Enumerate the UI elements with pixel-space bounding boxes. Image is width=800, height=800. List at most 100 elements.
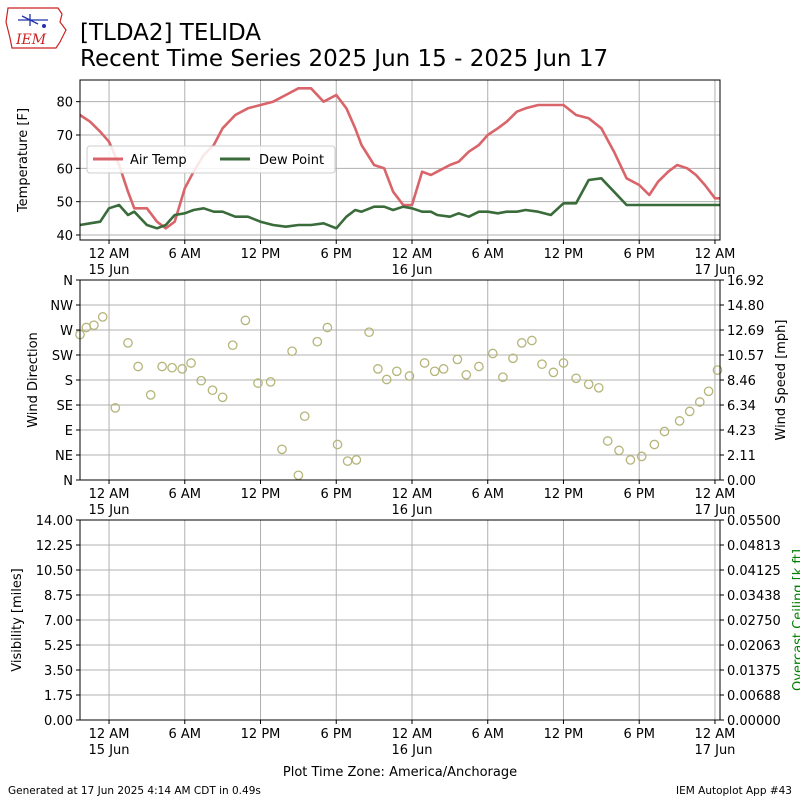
wind-direction-point (391, 366, 402, 377)
x-tick-label: 6 AM (471, 727, 504, 742)
wind-direction-point (342, 456, 353, 466)
visibility-axis-label: Visibility [miles] (10, 568, 25, 671)
x-tick-label: 6 PM (321, 247, 352, 262)
logo-dot-icon (42, 24, 46, 28)
wind-direction-point (508, 353, 518, 364)
wind-direction-point (157, 361, 167, 372)
visibility-tick-label: 7.00 (44, 614, 73, 629)
legend-air-temp-label: Air Temp (130, 153, 187, 168)
wind-direction-point (299, 411, 310, 422)
wind-direction-ticks: N NE E SE S SW W NW N (50, 274, 80, 489)
x-tick-label: 12 AM (695, 487, 736, 502)
y-tick-label: 70 (56, 129, 73, 144)
wind-direction-point (287, 346, 297, 357)
wind-direction-point (694, 397, 705, 407)
x-tick-date-label: 16 Jun (391, 503, 432, 518)
legend-box (86, 145, 336, 174)
x-tick-label: 6 AM (169, 487, 202, 502)
timezone-label: Plot Time Zone: America/Anchorage (283, 765, 517, 780)
wind-direction-point (322, 322, 333, 333)
ceiling-y-ticks: 0.00000 0.00688 0.01375 0.02063 0.02750 0.034… (720, 514, 781, 729)
wind-direction-point (498, 372, 508, 383)
x-tick-date-label: 17 Jun (694, 503, 735, 518)
ceiling-tick-label: 0.02750 (727, 614, 781, 629)
wind-direction-point (373, 364, 383, 374)
ceiling-tick-label: 0.04813 (727, 539, 781, 554)
speed-tick-label: 16.92 (727, 274, 764, 289)
wind-direction-point (89, 320, 99, 331)
wind-direction-point (461, 369, 472, 380)
wind-direction-point (97, 312, 108, 322)
x-tick-label: 12 AM (392, 487, 433, 502)
x-tick-label: 12 PM (241, 727, 281, 742)
app-footer: IEM Autoplot App #43 (676, 785, 792, 797)
x-tick-label: 12 PM (241, 247, 281, 262)
wind-direction-point (593, 382, 604, 393)
wind-direction-point (167, 362, 177, 373)
ceiling-tick-label: 0.04125 (727, 564, 781, 579)
ceiling-tick-label: 0.01375 (727, 664, 781, 679)
direction-tick-label: E (65, 424, 73, 439)
speed-tick-label: 14.80 (727, 299, 764, 314)
wind-direction-point (145, 390, 156, 400)
ceiling-tick-label: 0.02063 (727, 639, 781, 654)
wind-direction-point (217, 392, 228, 403)
visibility-y-ticks: 0.00 1.75 3.50 5.25 7.00 8.75 10.50 12.25 14.00 (36, 514, 80, 729)
ceiling-tick-label: 0.05500 (727, 514, 781, 529)
dew-point-line (79, 177, 720, 230)
chart-title-line2: Recent Time Series 2025 Jun 15 - 2025 Ju… (80, 46, 608, 72)
wind-direction-point (712, 365, 723, 375)
y-tick-label: 40 (56, 229, 73, 244)
visibility-tick-label: 3.50 (44, 664, 73, 679)
x-tick-label: 12 AM (392, 247, 433, 262)
logo-compass-icon (18, 14, 48, 26)
wind-direction-point (583, 379, 594, 390)
ceiling-tick-label: 0.00000 (727, 714, 781, 729)
y-tick-label: 60 (56, 162, 73, 177)
wind-panel: N NE E SE S SW W NW N 0.00 2.11 4.23 6.34 8.46 10.57 1… (26, 274, 789, 518)
wind-direction-point (703, 386, 714, 397)
wind-direction-point (123, 338, 133, 348)
wind-direction-point (614, 445, 624, 456)
temperature-legend[interactable]: Air Temp Dew Point (86, 145, 336, 174)
wind-direction-point (177, 364, 188, 374)
wind-direction-point (625, 455, 636, 465)
speed-tick-label: 0.00 (727, 474, 756, 489)
direction-tick-label: W (60, 324, 73, 339)
iem-logo[interactable]: IEM (5, 7, 67, 49)
wind-direction-point (474, 361, 484, 372)
x-tick-date-label: 17 Jun (694, 263, 735, 278)
wind-grid (80, 279, 720, 481)
wind-direction-point (438, 364, 449, 374)
ceiling-tick-label: 0.03438 (727, 589, 781, 604)
wind-direction-point (537, 359, 547, 370)
x-tick-date-label: 15 Jun (89, 263, 130, 278)
direction-tick-label: S (65, 374, 73, 389)
wind-direction-point (548, 367, 559, 378)
wind-direction-point (293, 470, 304, 481)
speed-tick-label: 10.57 (727, 349, 764, 364)
x-tick-date-label: 16 Jun (391, 263, 432, 278)
wind-direction-point (571, 373, 581, 384)
wind-direction-points (75, 312, 723, 481)
wind-direction-point (265, 377, 276, 387)
visibility-tick-label: 10.50 (36, 564, 73, 579)
wind-direction-point (452, 354, 463, 365)
x-tick-label: 12 PM (544, 727, 584, 742)
wind-direction-point (602, 436, 613, 446)
visibility-tick-label: 8.75 (44, 589, 73, 604)
wind-direction-point (558, 358, 569, 368)
wind-speed-axis-label: Wind Speed [mph] (774, 320, 789, 441)
x-tick-label: 12 AM (89, 727, 130, 742)
temperature-y-axis-label: Temperature [F] (16, 108, 31, 213)
x-tick-date-label: 15 Jun (89, 743, 130, 758)
wind-direction-point (312, 336, 323, 347)
direction-tick-label: N (63, 274, 73, 289)
wind-direction-point (133, 361, 143, 372)
speed-tick-label: 6.34 (727, 399, 756, 414)
logo-text: IEM (15, 32, 47, 48)
